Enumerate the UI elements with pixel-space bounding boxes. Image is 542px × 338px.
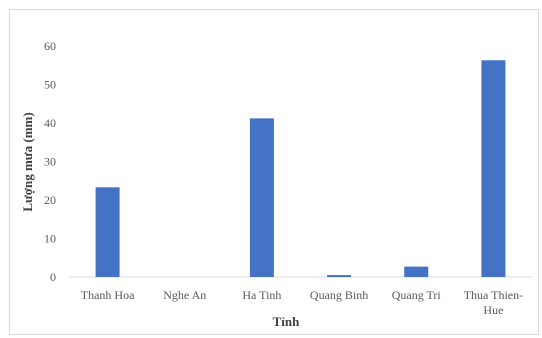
bar-quang-tri <box>404 266 429 277</box>
x-tick-label: Thanh Hoa <box>81 288 135 302</box>
y-tick-label: 20 <box>44 193 56 207</box>
bar-quang-binh <box>327 275 352 277</box>
x-tick-label: Quang Binh <box>310 288 368 302</box>
y-axis-ticks: 0 10 20 30 40 50 60 <box>44 39 56 284</box>
bar-ha-tinh <box>249 118 274 277</box>
x-tick-label: Thua Thien-Hue <box>464 288 523 317</box>
x-tick-label: Nghe An <box>163 288 206 302</box>
bar-thanh-hoa <box>95 187 120 277</box>
bar-thua-thien-hue <box>481 60 506 278</box>
bars <box>95 60 506 278</box>
x-axis-title: Tỉnh <box>273 314 301 329</box>
y-tick-label: 0 <box>50 270 56 284</box>
y-tick-label: 60 <box>44 39 56 53</box>
y-axis-title: Lượng mưa (mm) <box>20 112 35 211</box>
x-tick-label: Ha Tinh <box>242 288 281 302</box>
y-tick-label: 10 <box>44 232 56 246</box>
x-tick-label: Quang Tri <box>392 288 442 302</box>
y-tick-label: 50 <box>44 78 56 92</box>
x-axis-categories: Thanh Hoa Nghe An Ha Tinh Quang Binh Quang T… <box>81 288 523 317</box>
y-tick-label: 30 <box>44 155 56 169</box>
chart-frame <box>9 9 539 335</box>
y-tick-label: 40 <box>44 116 56 130</box>
